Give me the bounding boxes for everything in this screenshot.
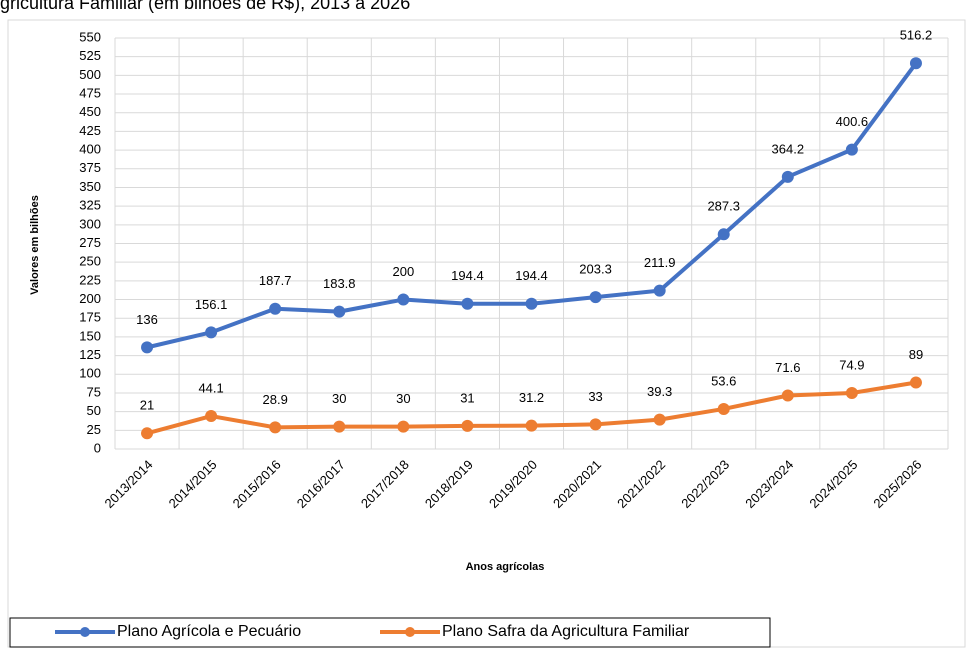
data-label: 364.2: [772, 141, 805, 156]
data-label: 200: [392, 264, 414, 279]
data-point: [845, 143, 858, 156]
data-point: [909, 376, 922, 389]
data-point: [397, 293, 410, 306]
data-label: 53.6: [711, 373, 736, 388]
data-label: 44.1: [198, 380, 223, 395]
y-tick-label: 100: [79, 366, 101, 381]
data-label: 39.3: [647, 384, 672, 399]
y-tick-label: 450: [79, 104, 101, 119]
data-point: [525, 297, 538, 310]
y-tick-label: 325: [79, 198, 101, 213]
y-tick-label: 200: [79, 291, 101, 306]
data-point: [397, 420, 410, 433]
data-point: [653, 413, 666, 426]
data-label: 194.4: [451, 268, 484, 283]
data-label: 136: [136, 312, 158, 327]
chart-title: gricultura Familiar (em bilhões de R$), …: [0, 0, 410, 13]
data-label: 183.8: [323, 276, 356, 291]
legend-label: Plano Agrícola e Pecuário: [117, 623, 301, 640]
data-point: [589, 291, 602, 304]
data-label: 30: [396, 391, 410, 406]
y-tick-label: 125: [79, 347, 101, 362]
y-tick-label: 75: [87, 384, 101, 399]
y-tick-label: 250: [79, 254, 101, 269]
data-point: [781, 170, 794, 183]
data-label: 89: [909, 347, 923, 362]
y-tick-label: 25: [87, 422, 101, 437]
data-point: [653, 284, 666, 297]
y-tick-label: 275: [79, 235, 101, 250]
data-label: 187.7: [259, 273, 292, 288]
data-label: 287.3: [707, 199, 740, 214]
data-point: [269, 421, 282, 434]
y-tick-label: 150: [79, 328, 101, 343]
legend-marker: [80, 627, 90, 637]
data-point: [589, 418, 602, 431]
y-tick-label: 350: [79, 179, 101, 194]
data-point: [205, 410, 218, 423]
y-tick-label: 400: [79, 142, 101, 157]
y-tick-label: 550: [79, 29, 101, 44]
data-point: [141, 341, 154, 354]
legend-marker: [405, 627, 415, 637]
data-label: 30: [332, 391, 346, 406]
data-label: 400.6: [836, 114, 869, 129]
data-point: [333, 305, 346, 318]
data-point: [461, 297, 474, 310]
data-point: [269, 302, 282, 315]
data-point: [845, 387, 858, 400]
chart-border: [7, 19, 966, 648]
data-label: 71.6: [775, 360, 800, 375]
data-label: 31: [460, 390, 474, 405]
y-tick-label: 50: [87, 403, 101, 418]
data-label: 194.4: [515, 268, 548, 283]
y-tick-label: 225: [79, 272, 101, 287]
data-point: [333, 420, 346, 433]
y-axis-title: Valores em bilhões: [29, 195, 41, 295]
legend-label: Plano Safra da Agricultura Familiar: [442, 623, 690, 640]
data-label: 156.1: [195, 297, 228, 312]
data-label: 516.2: [900, 28, 933, 43]
data-point: [525, 419, 538, 432]
y-tick-label: 425: [79, 123, 101, 138]
y-tick-label: 375: [79, 160, 101, 175]
data-label: 28.9: [263, 392, 288, 407]
y-tick-label: 300: [79, 216, 101, 231]
data-point: [141, 427, 154, 440]
data-point: [909, 57, 922, 70]
data-label: 21: [140, 398, 154, 413]
data-point: [717, 402, 730, 415]
y-tick-label: 500: [79, 67, 101, 82]
data-point: [781, 389, 794, 402]
data-label: 203.3: [579, 262, 612, 277]
data-label: 74.9: [839, 357, 864, 372]
data-label: 211.9: [644, 255, 676, 270]
data-point: [461, 419, 474, 432]
y-tick-label: 525: [79, 48, 101, 63]
x-axis-title: Anos agrícolas: [466, 561, 545, 573]
data-point: [717, 228, 730, 241]
data-label: 31.2: [519, 390, 544, 405]
data-label: 33: [588, 389, 602, 404]
y-tick-label: 0: [94, 440, 101, 455]
y-tick-label: 175: [79, 310, 101, 325]
y-tick-label: 475: [79, 85, 101, 100]
data-point: [205, 326, 218, 339]
